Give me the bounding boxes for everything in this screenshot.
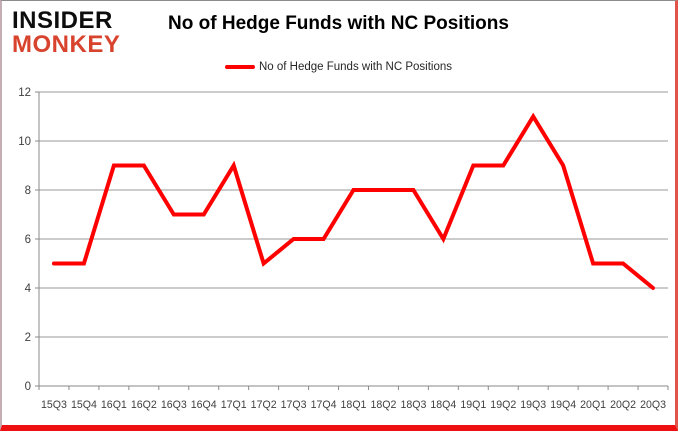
svg-text:17Q4: 17Q4 [311,399,337,411]
legend: No of Hedge Funds with NC Positions [2,61,675,73]
svg-text:19Q1: 19Q1 [460,399,486,411]
svg-text:18Q4: 18Q4 [430,399,456,411]
svg-text:0: 0 [25,381,31,393]
svg-text:12: 12 [18,87,31,99]
svg-text:20Q3: 20Q3 [640,399,666,411]
svg-text:4: 4 [25,283,32,295]
svg-text:16Q1: 16Q1 [101,399,127,411]
svg-text:16Q4: 16Q4 [191,399,217,411]
logo-word-monkey: MONKEY [12,31,121,58]
svg-text:18Q3: 18Q3 [400,399,426,411]
svg-text:10: 10 [18,136,31,148]
svg-text:16Q3: 16Q3 [161,399,187,411]
line-chart: 0 2 4 6 8 10 12 15Q3 15Q4 16Q1 16Q2 16Q3 16Q4 17Q1 17Q… [18,87,669,411]
svg-text:20Q1: 20Q1 [580,399,606,411]
insider-monkey-logo: INSIDER MONKEY [12,9,120,57]
svg-text:17Q3: 17Q3 [281,399,307,411]
svg-text:15Q4: 15Q4 [71,399,97,411]
svg-text:18Q1: 18Q1 [341,399,367,411]
chart-title: No of Hedge Funds with NC Positions [168,13,509,34]
logo-word-insider: INSIDER [12,7,113,34]
svg-text:8: 8 [25,185,31,197]
svg-text:2: 2 [25,332,31,344]
svg-text:19Q4: 19Q4 [550,399,576,411]
svg-text:6: 6 [25,234,31,246]
svg-text:19Q2: 19Q2 [490,399,516,411]
svg-text:17Q2: 17Q2 [251,399,277,411]
svg-text:16Q2: 16Q2 [131,399,157,411]
legend-label: No of Hedge Funds with NC Positions [258,61,453,73]
svg-text:17Q1: 17Q1 [221,399,247,411]
svg-text:18Q2: 18Q2 [370,399,396,411]
legend-line-marker [224,65,255,69]
svg-text:15Q3: 15Q3 [41,399,67,411]
svg-text:20Q2: 20Q2 [610,399,636,411]
svg-text:19Q3: 19Q3 [520,399,546,411]
